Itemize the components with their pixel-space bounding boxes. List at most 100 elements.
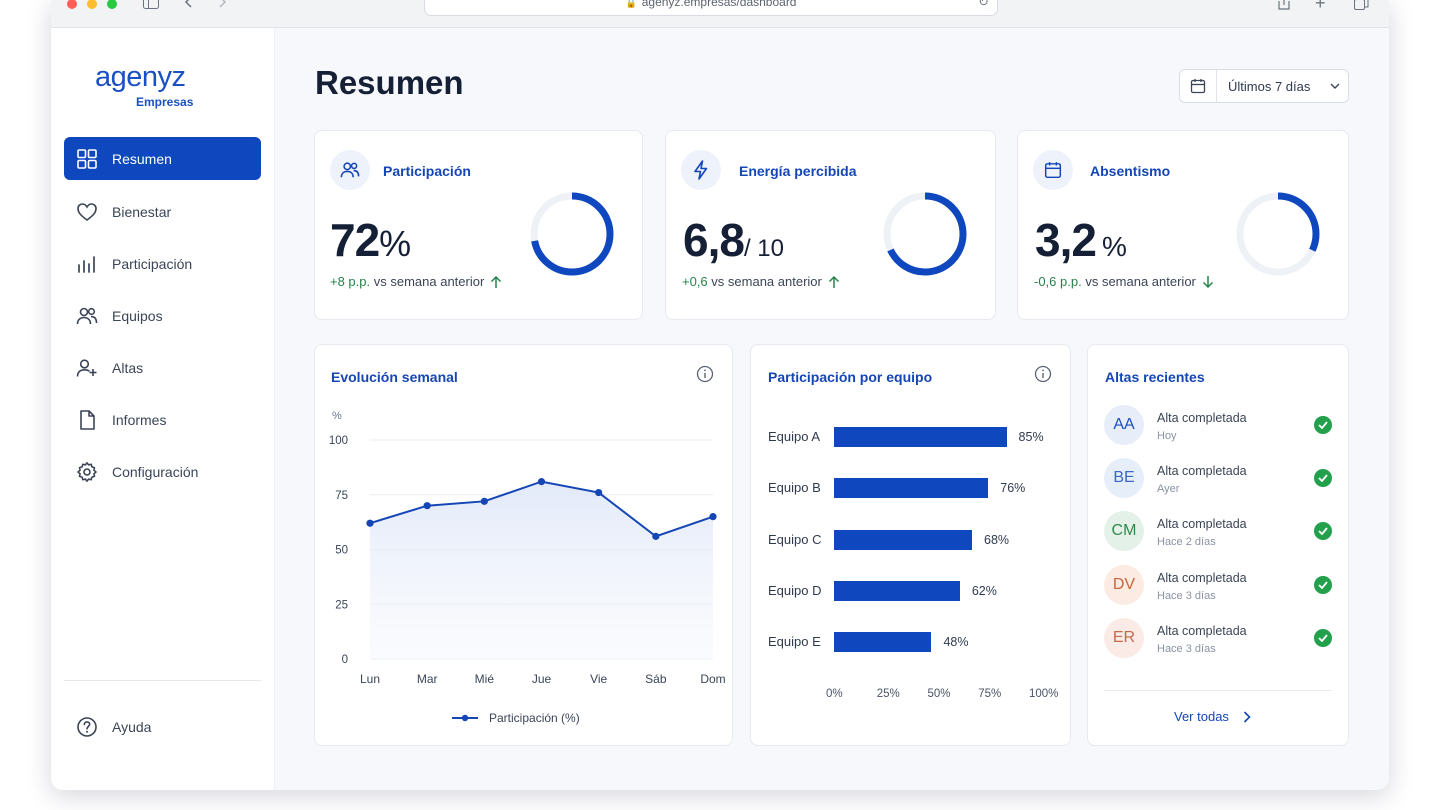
bar-value-label: 68% bbox=[984, 532, 1010, 547]
y-tick-label: 25 bbox=[335, 599, 348, 611]
avatar[interactable]: DV bbox=[1104, 564, 1144, 605]
minimize-window-button[interactable] bbox=[87, 0, 97, 9]
x-tick-label: Jue bbox=[532, 672, 552, 686]
data-point[interactable] bbox=[652, 532, 660, 540]
see-all-label: Ver todas bbox=[1174, 709, 1229, 724]
arrow-up-icon bbox=[828, 275, 839, 288]
kpi-delta-suffix: vs semana anterior bbox=[373, 274, 485, 289]
y-tick-label: 100 bbox=[329, 435, 348, 447]
sidebar-item-participacion[interactable]: Participación bbox=[64, 242, 261, 285]
tabs-overview-icon[interactable] bbox=[1354, 0, 1369, 13]
bar-value-label: 48% bbox=[943, 635, 969, 650]
info-icon[interactable] bbox=[1034, 365, 1052, 383]
kpi-title: Participación bbox=[383, 163, 471, 179]
absenteeism-gauge bbox=[1236, 192, 1320, 276]
card-title: Altas recientes bbox=[1105, 369, 1205, 385]
bar[interactable] bbox=[834, 427, 1007, 447]
x-tick-label: Mié bbox=[475, 672, 495, 686]
sidebar: agenyz Empresas Resumen Bienestar Partic… bbox=[51, 28, 275, 790]
check-icon bbox=[1314, 469, 1332, 488]
bar-value-label: 76% bbox=[1000, 481, 1026, 496]
recent-hires-card: Altas recientes AA Alta completada Hoy BE Al… bbox=[1087, 344, 1349, 746]
avatar[interactable]: ER bbox=[1104, 617, 1144, 658]
reload-icon[interactable]: ↻ bbox=[978, 0, 989, 9]
avatar[interactable]: CM bbox=[1104, 511, 1144, 552]
share-icon[interactable] bbox=[1277, 0, 1291, 13]
sidebar-item-label: Altas bbox=[112, 359, 144, 376]
sidebar-item-label: Resumen bbox=[112, 150, 172, 167]
avatar[interactable]: BE bbox=[1104, 458, 1144, 499]
data-point[interactable] bbox=[480, 497, 488, 505]
bar-category-label: Equipo E bbox=[768, 634, 821, 650]
bar-value-label: 62% bbox=[971, 583, 997, 598]
kpi-delta: -0,6 p.p. vs semana anterior bbox=[1034, 274, 1214, 289]
heart-icon bbox=[77, 202, 97, 221]
kpi-delta-value: +0,6 bbox=[682, 274, 708, 289]
hire-time: Hace 2 días bbox=[1157, 536, 1216, 549]
sidebar-item-informes[interactable]: Informes bbox=[64, 398, 261, 441]
bar[interactable] bbox=[834, 478, 989, 499]
check-icon bbox=[1314, 628, 1332, 647]
sidebar-item-label: Bienestar bbox=[112, 203, 172, 220]
calendar-icon bbox=[1180, 70, 1217, 102]
kpi-value: 6,8/ 10 bbox=[683, 213, 784, 267]
sidebar-item-resumen[interactable]: Resumen bbox=[64, 137, 261, 180]
sidebar-item-bienestar[interactable]: Bienestar bbox=[64, 190, 261, 233]
brand-name: agenyz bbox=[95, 61, 186, 93]
data-point[interactable] bbox=[595, 488, 603, 497]
kpi-title: Energía percibida bbox=[739, 163, 857, 179]
hire-status: Alta completada bbox=[1157, 570, 1247, 585]
bar-chart-icon bbox=[78, 255, 95, 273]
team-participation-card: Participación por equipo Equipo A 85% Equi… bbox=[750, 344, 1071, 746]
sidebar-item-label: Informes bbox=[112, 411, 167, 428]
maximize-window-button[interactable] bbox=[107, 0, 117, 9]
brand-logo[interactable]: agenyz Empresas bbox=[95, 61, 193, 109]
kpi-card-energia: Energía percibida 6,8/ 10 +0,6 vs semana… bbox=[665, 130, 996, 320]
close-window-button[interactable] bbox=[67, 0, 77, 9]
help-label: Ayuda bbox=[112, 718, 152, 735]
sidebar-toggle-icon[interactable] bbox=[143, 0, 159, 12]
sidebar-item-label: Configuración bbox=[112, 463, 199, 480]
bar-category-label: Equipo B bbox=[768, 480, 821, 496]
address-bar[interactable]: 🔒 agenyz.empresas/dashboard ↻ bbox=[424, 0, 998, 16]
forward-icon[interactable] bbox=[217, 0, 227, 11]
sidebar-item-altas[interactable]: Altas bbox=[64, 346, 261, 389]
bar[interactable] bbox=[834, 580, 960, 601]
kpi-card-participacion: Participación 72% +8 p.p. vs semana ante… bbox=[314, 130, 643, 320]
brand-subtitle: Empresas bbox=[136, 95, 194, 109]
hire-status: Alta completada bbox=[1157, 517, 1247, 532]
kpi-delta-suffix: vs semana anterior bbox=[1085, 274, 1196, 289]
browser-window: 🔒 agenyz.empresas/dashboard ↻ + agenyz Em… bbox=[51, 0, 1389, 790]
data-point[interactable] bbox=[366, 519, 374, 527]
info-icon[interactable] bbox=[696, 365, 714, 383]
date-range-select[interactable]: Últimos 7 días bbox=[1179, 69, 1349, 103]
user-plus-icon bbox=[76, 358, 97, 377]
avatar[interactable]: AA bbox=[1104, 405, 1144, 445]
data-point[interactable] bbox=[423, 502, 431, 510]
new-tab-icon[interactable]: + bbox=[1315, 0, 1326, 13]
hire-time: Hoy bbox=[1157, 430, 1177, 442]
see-all-link[interactable]: Ver todas bbox=[1174, 709, 1251, 724]
y-axis-unit: % bbox=[332, 410, 342, 422]
sidebar-item-equipos[interactable]: Equipos bbox=[64, 294, 261, 337]
bar[interactable] bbox=[834, 632, 932, 653]
arrow-up-icon bbox=[491, 275, 502, 288]
x-tick-label: 100% bbox=[1029, 688, 1059, 700]
back-icon[interactable] bbox=[184, 0, 194, 11]
hires-divider bbox=[1104, 690, 1332, 691]
page-title: Resumen bbox=[315, 64, 464, 101]
bar-value-label: 85% bbox=[1018, 430, 1044, 444]
x-tick-label: 50% bbox=[927, 688, 951, 700]
chevron-right-icon bbox=[1243, 710, 1251, 723]
y-tick-label: 50 bbox=[335, 545, 348, 557]
sidebar-item-configuracion[interactable]: Configuración bbox=[64, 450, 261, 493]
data-point[interactable] bbox=[709, 513, 717, 521]
kpi-delta-suffix: vs semana anterior bbox=[711, 274, 822, 289]
data-point[interactable] bbox=[537, 478, 546, 486]
bar[interactable] bbox=[834, 529, 973, 550]
sidebar-item-ayuda[interactable]: Ayuda bbox=[64, 705, 261, 748]
kpi-title: Absentismo bbox=[1090, 163, 1171, 179]
hire-time: Ayer bbox=[1157, 483, 1180, 496]
bar-category-label: Equipo D bbox=[768, 582, 822, 598]
x-tick-label: Sáb bbox=[645, 672, 667, 686]
